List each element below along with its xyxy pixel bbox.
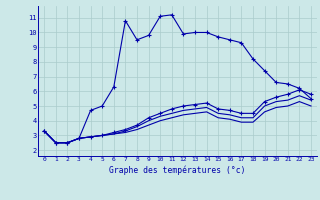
X-axis label: Graphe des températures (°c): Graphe des températures (°c) xyxy=(109,165,246,175)
